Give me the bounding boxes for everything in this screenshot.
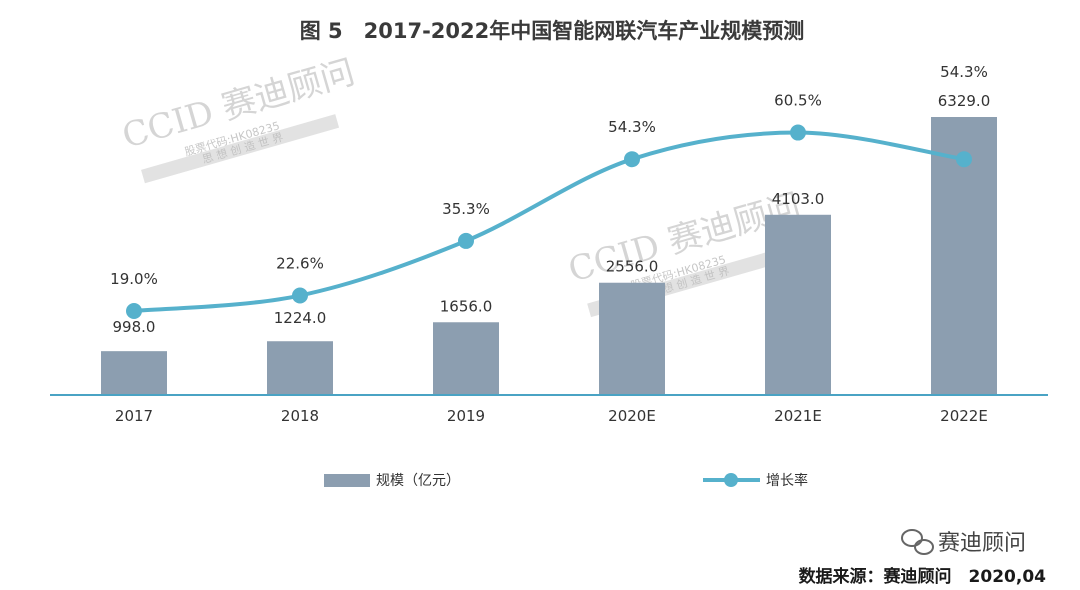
bar-value-label-2017: 998.0 <box>113 318 156 336</box>
legend-line-label: 增长率 <box>766 472 808 489</box>
bar-2018 <box>267 341 333 395</box>
growth-marker-2017 <box>126 303 142 319</box>
growth-value-label-2018: 22.6% <box>276 255 324 273</box>
bar-value-label-2020E: 2556.0 <box>606 258 659 276</box>
x-tick-label-2017: 2017 <box>115 407 153 425</box>
wechat-brand: 赛迪顾问 <box>901 529 1026 556</box>
legend: 规模（亿元） 增长率 <box>324 472 808 489</box>
growth-marker-2018 <box>292 287 308 304</box>
x-tick-label-2019: 2019 <box>447 407 485 425</box>
plot-area: 2017 2018 2019 2020E 2021E 2022E 998.0 1224.0 16… <box>50 63 1048 425</box>
x-tick-label-2018: 2018 <box>281 407 319 425</box>
x-tick-label-2020E: 2020E <box>608 407 656 425</box>
watermark-top-left: CCID 赛迪顾问 股票代码:HK08235 思 想 创 造 世 界 <box>118 52 359 184</box>
bar-2019 <box>433 322 499 395</box>
source-note: 数据来源：赛迪顾问 2020,04 <box>799 566 1047 587</box>
growth-value-label-2020E: 54.3% <box>608 118 656 136</box>
growth-value-label-2019: 35.3% <box>442 200 490 218</box>
growth-value-label-2021E: 60.5% <box>774 92 822 110</box>
legend-bar-swatch <box>324 474 370 487</box>
bar-value-label-2018: 1224.0 <box>274 309 327 327</box>
growth-marker-2022E <box>956 151 972 168</box>
wechat-icon <box>901 529 934 555</box>
bar-2017 <box>101 351 167 395</box>
x-tick-label-2021E: 2021E <box>774 407 822 425</box>
bar-value-label-2019: 1656.0 <box>440 297 493 315</box>
legend-bar-label: 规模（亿元） <box>376 473 460 489</box>
bar-2020E <box>599 282 665 395</box>
legend-line-marker <box>724 473 738 487</box>
growth-line <box>133 130 965 313</box>
wechat-brand-name: 赛迪顾问 <box>938 531 1026 556</box>
growth-marker-2021E <box>790 124 806 141</box>
x-tick-label-2022E: 2022E <box>940 407 988 425</box>
growth-marker-2020E <box>624 151 640 168</box>
bar-value-label-2021E: 4103.0 <box>772 190 825 208</box>
bar-value-label-2022E: 6329.0 <box>938 92 991 110</box>
growth-value-label-2022E: 54.3% <box>940 63 988 81</box>
bar-2021E <box>765 214 831 395</box>
growth-marker-2019 <box>458 232 474 249</box>
growth-value-label-2017: 19.0% <box>110 270 158 288</box>
chart-title: 图 5 2017-2022年中国智能网联汽车产业规模预测 <box>300 19 805 43</box>
